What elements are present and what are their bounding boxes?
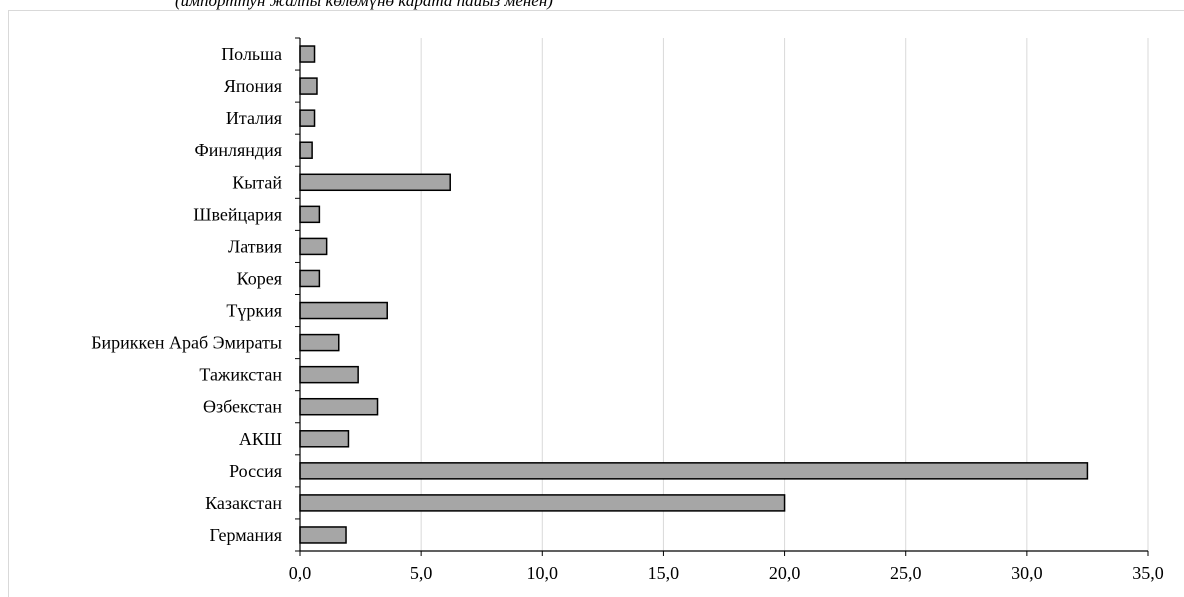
- category-label: АКШ: [239, 429, 282, 449]
- bar: [299, 526, 347, 544]
- bar: [299, 397, 379, 416]
- axes-group: [295, 37, 1149, 556]
- category-label: Бириккен Араб Эмираты: [91, 333, 282, 353]
- category-label: Түркия: [226, 301, 282, 321]
- bar: [299, 45, 316, 63]
- bar: [299, 494, 786, 512]
- bar: [299, 173, 451, 192]
- x-tick-label: 35,0: [1132, 563, 1164, 583]
- x-tick-labels: 0,0 5,0 10,0 15,0 20,0 25,0 30,0 35,0: [289, 563, 1164, 583]
- bars-group: [299, 45, 1089, 544]
- chart-subtitle: (импорттун жалпы көлөмүнө карата пайыз м…: [175, 0, 553, 10]
- category-label: Швейцария: [193, 204, 282, 224]
- x-tick-label: 20,0: [769, 563, 801, 583]
- bar: [299, 77, 318, 95]
- category-label: Финляндия: [195, 140, 282, 160]
- category-label: Германия: [209, 525, 282, 545]
- bar: [299, 237, 328, 256]
- bar: [299, 333, 340, 352]
- x-tick-label: 5,0: [410, 563, 433, 583]
- bar: [299, 109, 316, 127]
- x-tick-label: 15,0: [648, 563, 680, 583]
- category-label: Кытай: [232, 172, 282, 192]
- x-tick-label: 10,0: [527, 563, 559, 583]
- bar: [299, 365, 359, 384]
- category-label: Латвия: [228, 236, 282, 256]
- x-tick-label: 25,0: [890, 563, 922, 583]
- category-label: Корея: [237, 268, 282, 288]
- x-tick-label: 30,0: [1011, 563, 1043, 583]
- category-label: Казакстан: [205, 493, 282, 513]
- bar: [299, 462, 1089, 480]
- bar: [299, 301, 388, 320]
- category-label: Россия: [229, 461, 282, 481]
- category-label: Япония: [224, 76, 282, 96]
- bar: [299, 141, 313, 159]
- category-label: Тажикстан: [199, 365, 282, 385]
- bar: [299, 269, 321, 288]
- chart-area-border: [8, 10, 1184, 597]
- x-tick-label: 0,0: [289, 563, 312, 583]
- category-label: Польша: [221, 44, 282, 64]
- category-labels: Германия Казакстан Россия АКШ Өзбекстан Тажик…: [91, 44, 282, 545]
- category-label: Өзбекстан: [203, 397, 282, 417]
- bar: [299, 205, 321, 224]
- category-label: Италия: [226, 108, 282, 128]
- grid-lines: [420, 38, 1149, 551]
- bar: [299, 430, 350, 448]
